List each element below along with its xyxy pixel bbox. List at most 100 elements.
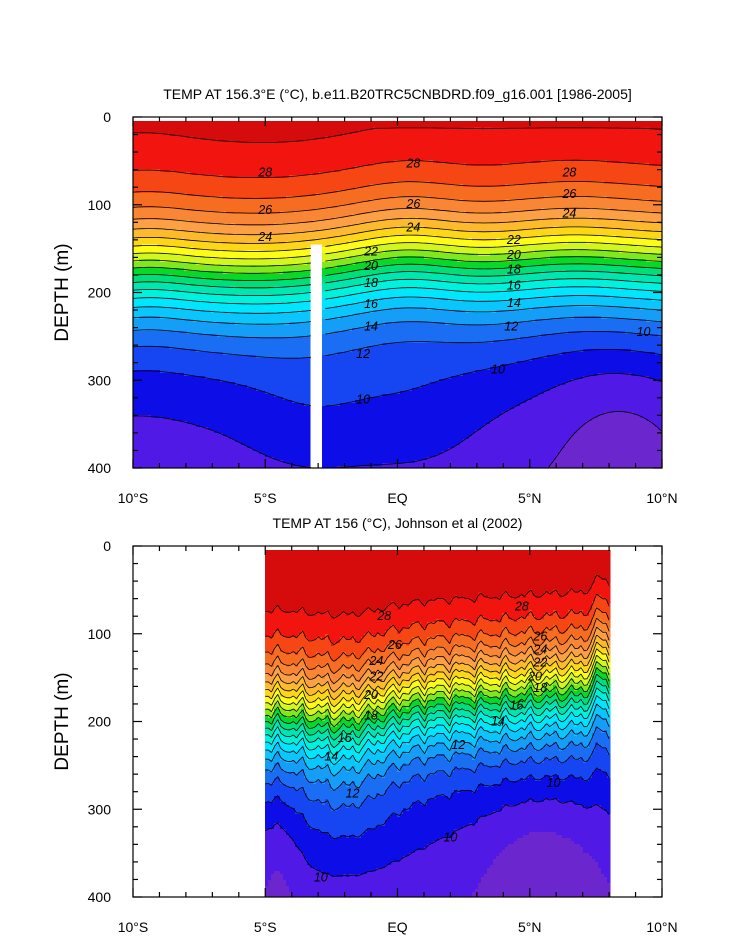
x-tick-label: 5°N xyxy=(518,919,542,935)
contour-10 xyxy=(133,349,662,407)
contour-label: 20 xyxy=(506,248,521,262)
contour-24 xyxy=(133,217,662,236)
contour-20 xyxy=(265,661,610,721)
contour-label: 28 xyxy=(376,609,391,623)
contour-27 xyxy=(265,607,610,662)
y-tick-label: 100 xyxy=(88,197,112,213)
chart-title: TEMP AT 156.3°E (°C), b.e11.B20TRC5CNBDR… xyxy=(163,86,632,102)
contour-19 xyxy=(133,256,662,274)
contour-label: 10 xyxy=(356,393,370,407)
y-tick-label: 100 xyxy=(88,626,112,642)
y-tick-label: 0 xyxy=(103,109,111,125)
contour-9 xyxy=(265,798,610,877)
contour-9 xyxy=(133,373,662,468)
contour-label: 10 xyxy=(491,363,505,377)
contour-26 xyxy=(265,617,610,675)
contour-10 xyxy=(265,767,610,840)
x-tick-label: 5°N xyxy=(518,490,542,506)
contour-12 xyxy=(133,316,662,339)
contour-label: 18 xyxy=(364,708,378,722)
contour-label: 10 xyxy=(443,830,457,844)
x-tick-label: 10°N xyxy=(646,490,677,506)
contour-21 xyxy=(133,242,662,260)
contour-label: 24 xyxy=(257,230,272,244)
x-tick-label: EQ xyxy=(387,490,407,506)
contour-11 xyxy=(133,331,662,359)
contour-label: 16 xyxy=(507,278,521,292)
x-tick-label: EQ xyxy=(387,919,407,935)
contour-label: 22 xyxy=(532,656,547,670)
contour-label: 10 xyxy=(547,776,561,790)
contour-14 xyxy=(265,703,610,766)
contour-29 xyxy=(265,574,610,619)
contour-label: 20 xyxy=(363,259,378,273)
contour-17 xyxy=(133,270,662,289)
contour-label: 14 xyxy=(491,715,505,729)
contour-label: 18 xyxy=(507,263,521,277)
temperature-field xyxy=(133,121,662,468)
contour-23 xyxy=(133,226,662,244)
contour-14 xyxy=(133,295,662,314)
contour-label: 26 xyxy=(561,187,576,201)
contour-label: 10 xyxy=(314,871,328,885)
contour-label: 26 xyxy=(387,638,402,652)
contour-16 xyxy=(265,687,610,749)
contour-label: 28 xyxy=(561,165,576,179)
contour-label: 12 xyxy=(451,738,465,752)
contour-label: 22 xyxy=(506,233,521,247)
contour-label: 16 xyxy=(338,731,352,745)
contour-label: 12 xyxy=(356,347,370,361)
contour-25 xyxy=(133,207,662,226)
contour-label: 24 xyxy=(368,654,383,668)
y-tick-label: 200 xyxy=(88,285,112,301)
contour-11 xyxy=(265,743,610,811)
contour-29 xyxy=(133,127,662,143)
contour-18 xyxy=(265,673,610,734)
contour-label: 26 xyxy=(532,629,547,643)
x-tick-label: 10°S xyxy=(118,490,149,506)
contour-label: 20 xyxy=(363,688,378,702)
y-tick-label: 300 xyxy=(88,372,112,388)
contour-8 xyxy=(547,411,662,468)
contour-22 xyxy=(133,234,662,252)
contour-19 xyxy=(265,667,610,728)
contour-label: 28 xyxy=(405,157,420,171)
contour-label: 24 xyxy=(405,221,420,235)
contour-label: 28 xyxy=(257,165,272,179)
contour-label: 22 xyxy=(368,670,383,684)
contour-label: 20 xyxy=(527,670,542,684)
contour-15 xyxy=(265,695,610,757)
contour-28 xyxy=(133,159,662,178)
x-tick-label: 10°S xyxy=(118,919,149,935)
y-tick-label: 400 xyxy=(88,460,112,476)
contour-label: 18 xyxy=(533,681,547,695)
contour-label: 22 xyxy=(363,244,378,258)
y-tick-label: 300 xyxy=(88,801,112,817)
y-axis-label: DEPTH (m) xyxy=(52,672,73,770)
x-tick-label: 5°S xyxy=(254,490,277,506)
y-axis-label: DEPTH (m) xyxy=(52,243,73,341)
contour-22 xyxy=(265,648,610,708)
contour-label: 26 xyxy=(257,203,272,217)
contour-24 xyxy=(265,634,610,693)
y-tick-label: 200 xyxy=(88,714,112,730)
contour-13 xyxy=(265,713,610,777)
contour-label: 16 xyxy=(510,699,524,713)
contour-23 xyxy=(265,641,610,701)
contour-label: 18 xyxy=(364,276,378,290)
contour-27 xyxy=(133,181,662,199)
y-tick-label: 0 xyxy=(103,538,111,554)
contour-label: 26 xyxy=(405,197,420,211)
contour-13 xyxy=(133,305,662,325)
temperature-field xyxy=(265,550,611,897)
contour-label: 12 xyxy=(504,320,518,334)
contour-25 xyxy=(265,626,610,685)
contour-label: 24 xyxy=(561,207,576,221)
contour-26 xyxy=(133,196,662,214)
contour-label: 10 xyxy=(637,325,651,339)
contour-15 xyxy=(133,286,662,305)
contour-28 xyxy=(265,593,610,646)
chart-title: TEMP AT 156 (°C), Johnson et al (2002) xyxy=(273,515,523,531)
